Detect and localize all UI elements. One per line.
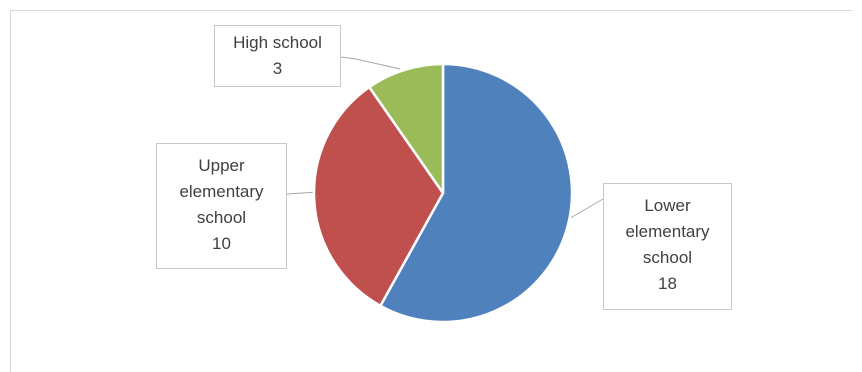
pie-slice-lower — [379, 62, 574, 324]
data-label-lower-elementary-line-2: elementary — [625, 222, 710, 241]
data-label-high-school-line-1: High school — [233, 33, 322, 52]
leader-line-lower — [566, 198, 604, 221]
pie-slice-high — [368, 62, 445, 195]
data-label-lower-elementary-line-3: school — [642, 248, 693, 267]
data-label-upper-elementary: Upper elementary school 10 — [156, 143, 287, 269]
leader-line-high — [340, 56, 401, 70]
data-label-upper-elementary-value: 10 — [212, 234, 231, 253]
data-label-high-school-value: 3 — [272, 59, 283, 78]
data-label-upper-elementary-line-3: school — [196, 208, 247, 227]
data-label-high-school: High school 3 — [214, 25, 341, 87]
data-label-lower-elementary: Lower elementary school 18 — [603, 183, 732, 310]
data-label-lower-elementary-value: 18 — [658, 274, 677, 293]
data-label-upper-elementary-line-1: Upper — [198, 156, 245, 175]
data-label-upper-elementary-line-2: elementary — [179, 182, 264, 201]
data-label-lower-elementary-line-1: Lower — [644, 196, 691, 215]
pie-slices — [312, 62, 574, 324]
pie-slice-upper — [312, 85, 445, 308]
